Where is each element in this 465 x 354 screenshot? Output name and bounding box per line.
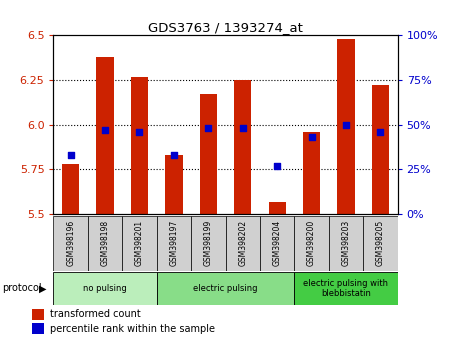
- Bar: [372, 85, 389, 214]
- Bar: [329, 216, 363, 271]
- Text: transformed count: transformed count: [50, 309, 141, 319]
- Bar: [268, 202, 286, 214]
- Text: GSM398205: GSM398205: [376, 220, 385, 267]
- Text: electric pulsing: electric pulsing: [193, 284, 258, 293]
- Text: no pulsing: no pulsing: [83, 284, 127, 293]
- Bar: [199, 95, 217, 214]
- Bar: [122, 216, 157, 271]
- Text: GSM398200: GSM398200: [307, 220, 316, 267]
- Bar: [303, 132, 320, 214]
- Text: GSM398201: GSM398201: [135, 220, 144, 267]
- Text: protocol: protocol: [2, 283, 42, 293]
- Text: electric pulsing with
blebbistatin: electric pulsing with blebbistatin: [304, 279, 388, 298]
- Bar: [294, 272, 398, 305]
- Point: [273, 163, 281, 169]
- Bar: [294, 216, 329, 271]
- Bar: [191, 216, 226, 271]
- Text: percentile rank within the sample: percentile rank within the sample: [50, 324, 215, 334]
- Bar: [363, 216, 398, 271]
- Title: GDS3763 / 1393274_at: GDS3763 / 1393274_at: [148, 21, 303, 34]
- Text: GSM398203: GSM398203: [341, 220, 351, 267]
- Point: [342, 122, 350, 127]
- Text: GSM398204: GSM398204: [272, 220, 282, 267]
- Bar: [88, 216, 122, 271]
- Text: GSM398198: GSM398198: [100, 220, 110, 267]
- Text: ▶: ▶: [39, 283, 46, 293]
- Point: [377, 129, 384, 135]
- Text: GSM398196: GSM398196: [66, 220, 75, 267]
- Bar: [62, 164, 79, 214]
- Bar: [337, 39, 354, 214]
- Point: [239, 126, 246, 131]
- Point: [205, 126, 212, 131]
- Point: [67, 152, 74, 158]
- Bar: [32, 309, 44, 320]
- Bar: [226, 216, 260, 271]
- Bar: [131, 76, 148, 214]
- Point: [170, 152, 178, 158]
- Text: GSM398199: GSM398199: [204, 220, 213, 267]
- Point: [308, 135, 315, 140]
- Bar: [157, 272, 294, 305]
- Point: [136, 129, 143, 135]
- Bar: [260, 216, 294, 271]
- Bar: [234, 80, 251, 214]
- Text: GSM398197: GSM398197: [169, 220, 179, 267]
- Bar: [32, 324, 44, 334]
- Bar: [165, 155, 182, 214]
- Bar: [97, 57, 113, 214]
- Bar: [53, 216, 88, 271]
- Text: GSM398202: GSM398202: [238, 220, 247, 267]
- Point: [101, 127, 109, 133]
- Bar: [157, 216, 191, 271]
- Bar: [53, 272, 157, 305]
